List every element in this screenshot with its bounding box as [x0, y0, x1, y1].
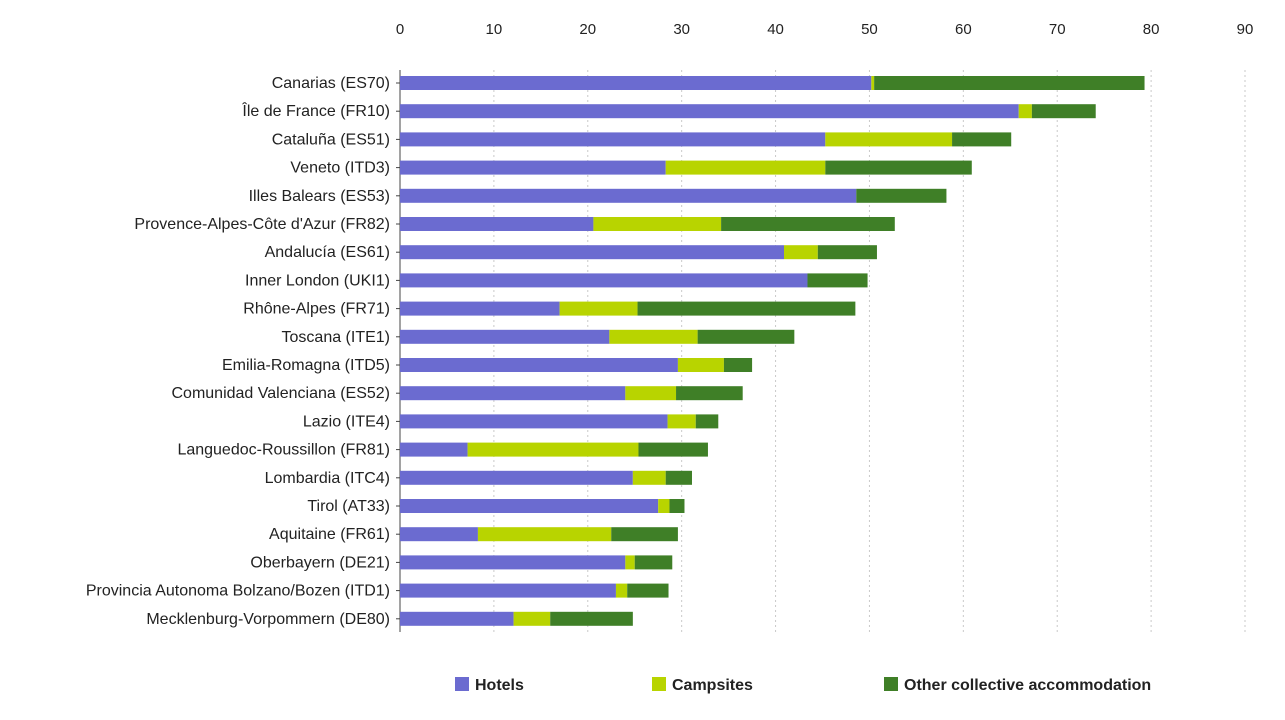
bar-segment-campsites	[625, 386, 677, 401]
x-tick-label: 40	[767, 21, 784, 38]
x-tick-label: 90	[1237, 21, 1254, 38]
category-label: Aquitaine (FR61)	[269, 526, 390, 543]
bar-segment-campsites	[559, 301, 638, 316]
x-tick-label: 60	[955, 21, 972, 38]
bar-segment-hotels	[400, 386, 626, 401]
bar-segment-hotels	[400, 329, 610, 344]
bar-segment-hotels	[400, 217, 594, 231]
bar-segment-campsites	[658, 499, 670, 513]
bar-segment-campsites	[667, 414, 696, 429]
bar-segment-campsites	[467, 442, 639, 457]
bar-segment-campsites	[784, 245, 818, 260]
category-label: Rhône-Alpes (FR71)	[243, 301, 390, 318]
bar-segment-campsites	[625, 555, 635, 570]
category-label: Comunidad Valenciana (ES52)	[172, 385, 391, 402]
bar-segment-hotels	[400, 527, 478, 542]
legend-label: Hotels	[475, 677, 524, 694]
legend-label: Other collective accommodation	[904, 677, 1151, 694]
bar-segment-campsites	[677, 358, 724, 372]
bar-segment-other-collective-accommodation	[627, 583, 669, 598]
x-tick-label: 10	[486, 21, 503, 38]
category-label: Veneto (ITD3)	[290, 160, 390, 177]
x-tick-label: 20	[579, 21, 596, 38]
category-label: Canarias (ES70)	[272, 75, 390, 92]
legend-label: Campsites	[672, 677, 753, 694]
category-label: Illes Balears (ES53)	[249, 188, 390, 205]
category-label: Andalucía (ES61)	[265, 244, 390, 261]
x-tick-label: 70	[1049, 21, 1066, 38]
bar-segment-other-collective-accommodation	[669, 499, 685, 513]
bar-segment-hotels	[400, 414, 668, 429]
bar-segment-other-collective-accommodation	[817, 245, 877, 260]
bar-segment-other-collective-accommodation	[807, 273, 868, 288]
category-label: Mecklenburg-Vorpommern (DE80)	[146, 611, 390, 628]
category-label: Île de France (FR10)	[241, 101, 390, 120]
bar-segment-other-collective-accommodation	[611, 527, 678, 542]
category-label: Emilia-Romagna (ITD5)	[222, 357, 390, 374]
bar-segment-other-collective-accommodation	[874, 76, 1145, 90]
bar-segment-other-collective-accommodation	[723, 358, 753, 372]
bar-segment-other-collective-accommodation	[665, 470, 692, 485]
bar-segment-hotels	[400, 442, 468, 457]
bar-segment-hotels	[400, 188, 857, 203]
legend-swatch	[455, 677, 469, 691]
bar-segment-hotels	[400, 555, 626, 570]
x-tick-label: 0	[396, 21, 404, 38]
category-label: Oberbayern (DE21)	[250, 554, 390, 571]
bar-segment-hotels	[400, 499, 659, 513]
bar-segment-hotels	[400, 76, 872, 90]
bar-segment-hotels	[400, 301, 560, 316]
bar-segment-other-collective-accommodation	[634, 555, 673, 570]
category-label: Inner London (UKI1)	[245, 272, 390, 289]
legend-swatch	[652, 677, 666, 691]
bar-segment-other-collective-accommodation	[721, 217, 895, 231]
bar-segment-campsites	[1018, 104, 1032, 119]
bar-segment-other-collective-accommodation	[637, 301, 856, 316]
bar-segment-hotels	[400, 132, 826, 147]
x-tick-label: 30	[673, 21, 690, 38]
category-label: Provence-Alpes-Côte d'Azur (FR82)	[134, 216, 390, 233]
category-label: Toscana (ITE1)	[282, 329, 390, 346]
bar-segment-hotels	[400, 160, 666, 175]
bar-segment-campsites	[825, 132, 953, 147]
bar-segment-hotels	[400, 104, 1019, 119]
x-tick-label: 80	[1143, 21, 1160, 38]
category-label: Languedoc-Roussillon (FR81)	[177, 442, 390, 459]
bar-segment-other-collective-accommodation	[1031, 104, 1096, 119]
bar-segment-hotels	[400, 245, 785, 260]
bar-segment-campsites	[871, 76, 875, 90]
bar-segment-hotels	[400, 583, 616, 598]
bar-segment-campsites	[609, 329, 698, 344]
category-label: Lombardia (ITC4)	[265, 470, 390, 487]
bar-segment-hotels	[400, 611, 514, 626]
bar-segment-campsites	[593, 217, 722, 231]
bar-segment-other-collective-accommodation	[952, 132, 1012, 147]
bar-segment-other-collective-accommodation	[695, 414, 719, 429]
bar-segment-hotels	[400, 358, 678, 372]
bar-segment-other-collective-accommodation	[550, 611, 633, 626]
bar-segment-campsites	[513, 611, 551, 626]
category-label: Tirol (AT33)	[307, 498, 390, 515]
bar-segment-campsites	[665, 160, 826, 175]
category-label: Cataluña (ES51)	[272, 131, 390, 148]
bar-segment-hotels	[400, 470, 633, 485]
category-label: Provincia Autonoma Bolzano/Bozen (ITD1)	[86, 583, 390, 600]
bar-segment-hotels	[400, 273, 808, 288]
bar-segment-other-collective-accommodation	[676, 386, 743, 401]
bar-segment-other-collective-accommodation	[825, 160, 972, 175]
bar-segment-campsites	[632, 470, 666, 485]
category-label: Lazio (ITE4)	[303, 413, 390, 430]
bar-segment-other-collective-accommodation	[638, 442, 708, 457]
x-tick-label: 50	[861, 21, 878, 38]
legend-swatch	[884, 677, 898, 691]
bar-segment-campsites	[477, 527, 612, 542]
bar-segment-other-collective-accommodation	[697, 329, 795, 344]
bar-segment-other-collective-accommodation	[856, 188, 947, 203]
bar-segment-campsites	[615, 583, 628, 598]
